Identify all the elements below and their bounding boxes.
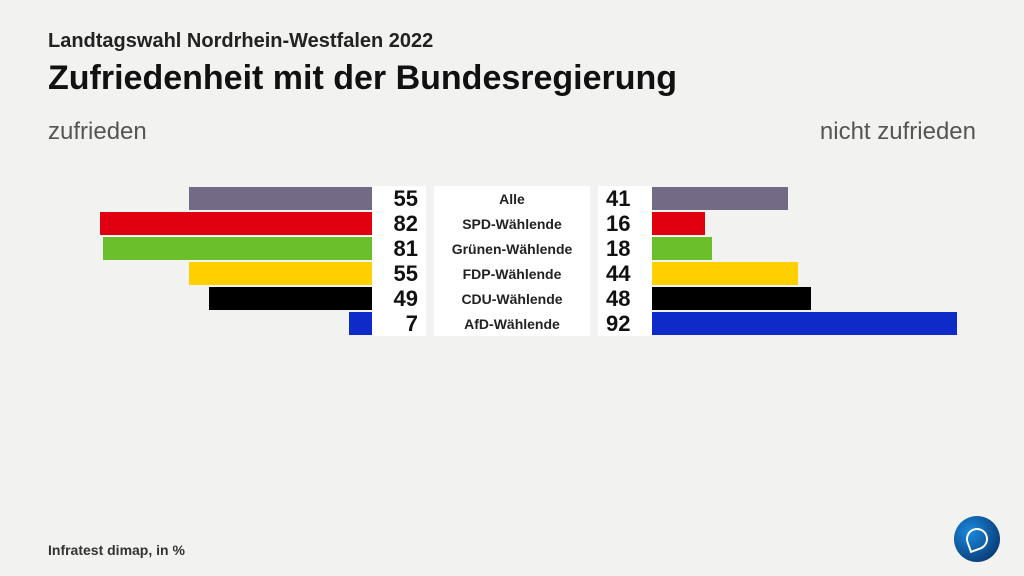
bar-side-right xyxy=(652,236,984,261)
bar-side-right xyxy=(652,261,984,286)
value-left: 82 xyxy=(372,211,426,236)
chart-row: 81 Grünen-Wählende 18 xyxy=(40,236,984,261)
value-left: 55 xyxy=(372,186,426,211)
bar-side-left xyxy=(40,261,372,286)
value-left: 81 xyxy=(372,236,426,261)
page-title: Zufriedenheit mit der Bundesregierung xyxy=(48,59,976,98)
bar-side-left xyxy=(40,311,372,336)
bar-left xyxy=(189,262,372,285)
category-label: AfD-Wählende xyxy=(434,311,590,336)
bar-side-left xyxy=(40,236,372,261)
bar-side-left xyxy=(40,211,372,236)
chart-row: 49 CDU-Wählende 48 xyxy=(40,286,984,311)
divider xyxy=(590,211,598,236)
bar-right xyxy=(652,262,798,285)
divider xyxy=(590,186,598,211)
divider xyxy=(426,311,434,336)
category-label: FDP-Wählende xyxy=(434,261,590,286)
category-label: Grünen-Wählende xyxy=(434,236,590,261)
chart-row: 55 Alle 41 xyxy=(40,186,984,211)
category-label: Alle xyxy=(434,186,590,211)
divider xyxy=(426,261,434,286)
divider xyxy=(590,261,598,286)
bar-side-right xyxy=(652,186,984,211)
value-left: 49 xyxy=(372,286,426,311)
value-right: 48 xyxy=(598,286,652,311)
chart-row: 7 AfD-Wählende 92 xyxy=(40,311,984,336)
bar-side-right xyxy=(652,211,984,236)
bar-left xyxy=(349,312,372,335)
divider xyxy=(426,186,434,211)
bar-left xyxy=(103,237,372,260)
bar-side-right xyxy=(652,286,984,311)
bar-left xyxy=(189,187,372,210)
bar-side-right xyxy=(652,311,984,336)
bar-left xyxy=(100,212,372,235)
broadcaster-logo xyxy=(954,516,1000,562)
bar-side-left xyxy=(40,286,372,311)
supertitle: Landtagswahl Nordrhein-Westfalen 2022 xyxy=(48,30,976,53)
value-right: 92 xyxy=(598,311,652,336)
bar-right xyxy=(652,312,957,335)
diverging-bar-chart: 55 Alle 41 82 SPD-Wählende 16 81 Grünen-Wählend… xyxy=(0,146,1024,336)
bar-right xyxy=(652,287,811,310)
axis-label-left: zufrieden xyxy=(48,118,147,146)
value-left: 7 xyxy=(372,311,426,336)
source-line: Infratest dimap, in % xyxy=(48,542,185,558)
bar-right xyxy=(652,212,705,235)
divider xyxy=(590,311,598,336)
category-label: SPD-Wählende xyxy=(434,211,590,236)
divider xyxy=(426,286,434,311)
bar-side-left xyxy=(40,186,372,211)
category-label: CDU-Wählende xyxy=(434,286,590,311)
value-right: 41 xyxy=(598,186,652,211)
chart-row: 82 SPD-Wählende 16 xyxy=(40,211,984,236)
value-right: 44 xyxy=(598,261,652,286)
logo-glyph xyxy=(963,525,991,553)
value-right: 18 xyxy=(598,236,652,261)
value-right: 16 xyxy=(598,211,652,236)
divider xyxy=(590,236,598,261)
value-left: 55 xyxy=(372,261,426,286)
divider xyxy=(426,211,434,236)
chart-row: 55 FDP-Wählende 44 xyxy=(40,261,984,286)
bar-right xyxy=(652,237,712,260)
bar-left xyxy=(209,287,372,310)
divider xyxy=(590,286,598,311)
axis-label-right: nicht zufrieden xyxy=(820,118,976,146)
divider xyxy=(426,236,434,261)
bar-right xyxy=(652,187,788,210)
